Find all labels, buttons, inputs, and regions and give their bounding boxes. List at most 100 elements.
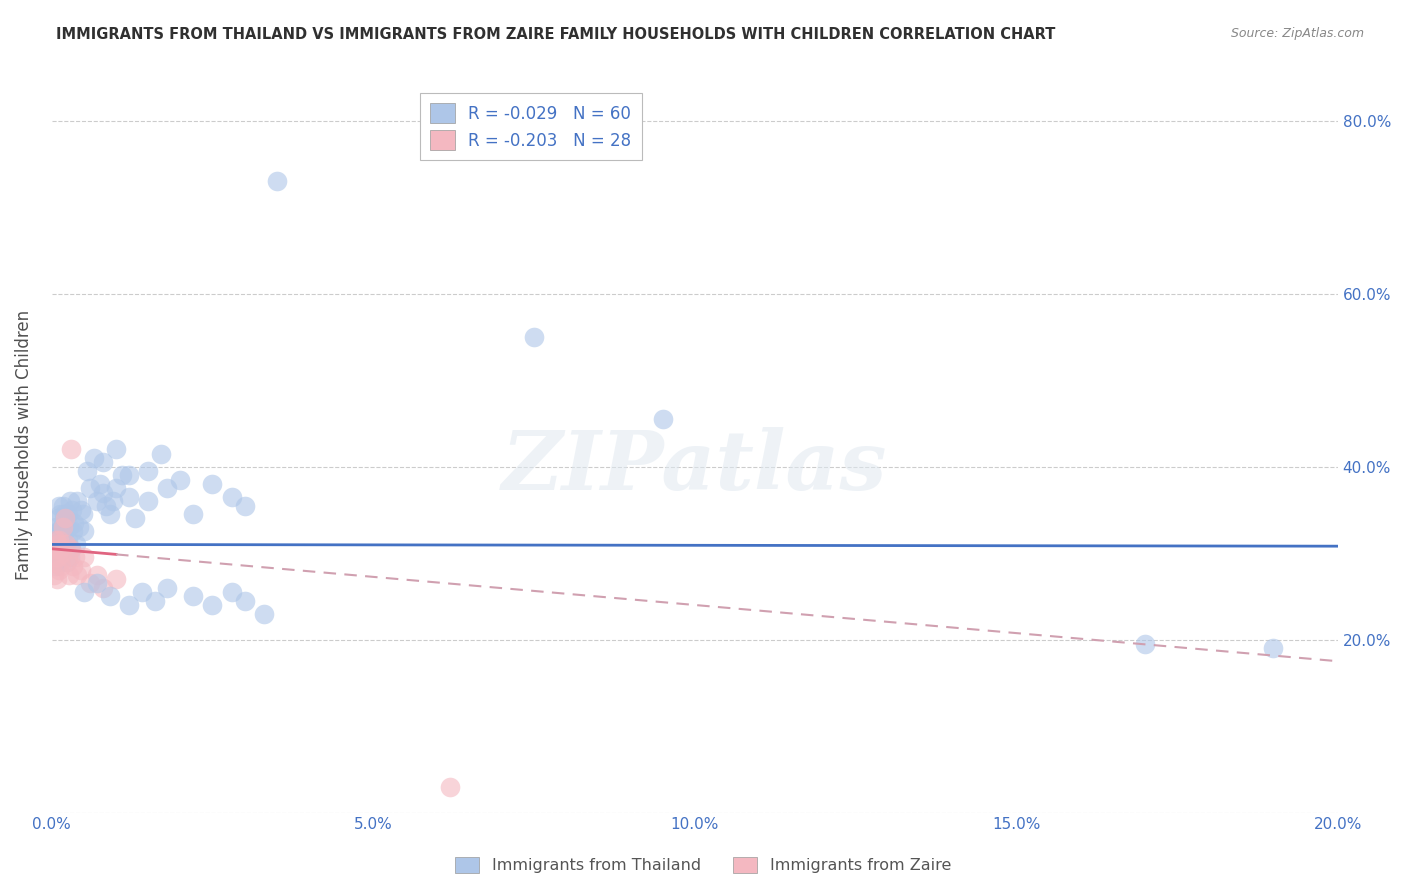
Point bbox=[62, 524, 84, 539]
Point bbox=[65, 537, 87, 551]
Point bbox=[51, 520, 73, 534]
Point bbox=[1133, 637, 1156, 651]
Point bbox=[46, 511, 69, 525]
Point bbox=[101, 494, 124, 508]
Point bbox=[96, 499, 118, 513]
Legend: R = -0.029   N = 60, R = -0.203   N = 28: R = -0.029 N = 60, R = -0.203 N = 28 bbox=[420, 93, 641, 161]
Text: ZIPatlas: ZIPatlas bbox=[502, 427, 887, 507]
Point bbox=[105, 481, 128, 495]
Point bbox=[46, 537, 69, 551]
Point bbox=[44, 541, 66, 556]
Point bbox=[46, 524, 69, 539]
Point bbox=[181, 507, 204, 521]
Point bbox=[51, 550, 73, 565]
Point bbox=[53, 524, 76, 539]
Point bbox=[59, 550, 82, 565]
Point bbox=[221, 585, 243, 599]
Point bbox=[48, 563, 70, 577]
Point bbox=[58, 520, 80, 534]
Point bbox=[143, 593, 166, 607]
Point bbox=[651, 412, 673, 426]
Point bbox=[221, 490, 243, 504]
Point bbox=[58, 567, 80, 582]
Point bbox=[118, 468, 141, 483]
Point bbox=[86, 494, 108, 508]
Point bbox=[169, 473, 191, 487]
Point bbox=[62, 559, 84, 574]
Point bbox=[66, 494, 89, 508]
Point bbox=[48, 537, 70, 551]
Point bbox=[136, 464, 159, 478]
Point bbox=[45, 537, 67, 551]
Point bbox=[56, 507, 79, 521]
Point bbox=[48, 533, 70, 548]
Point bbox=[44, 567, 66, 582]
Point bbox=[83, 450, 105, 465]
Point bbox=[253, 607, 276, 621]
Point bbox=[67, 520, 90, 534]
Point bbox=[49, 524, 72, 539]
Point bbox=[105, 572, 128, 586]
Point bbox=[45, 533, 67, 548]
Point bbox=[124, 511, 146, 525]
Point bbox=[53, 511, 76, 525]
Point bbox=[52, 520, 75, 534]
Point bbox=[48, 555, 70, 569]
Point bbox=[45, 572, 67, 586]
Point bbox=[60, 541, 83, 556]
Point bbox=[46, 541, 69, 556]
Point bbox=[181, 590, 204, 604]
Point bbox=[69, 563, 91, 577]
Point bbox=[55, 537, 77, 551]
Y-axis label: Family Households with Children: Family Households with Children bbox=[15, 310, 32, 580]
Point bbox=[60, 442, 83, 457]
Point bbox=[150, 447, 173, 461]
Point bbox=[45, 520, 67, 534]
Point bbox=[98, 590, 121, 604]
Point bbox=[51, 546, 73, 560]
Point bbox=[86, 576, 108, 591]
Point bbox=[55, 520, 77, 534]
Point bbox=[72, 507, 94, 521]
Point bbox=[439, 780, 461, 794]
Point bbox=[1263, 641, 1285, 656]
Point bbox=[91, 455, 114, 469]
Point bbox=[91, 581, 114, 595]
Point bbox=[91, 485, 114, 500]
Point bbox=[233, 593, 256, 607]
Point bbox=[45, 533, 67, 548]
Point bbox=[44, 529, 66, 543]
Point bbox=[56, 550, 79, 565]
Point bbox=[52, 507, 75, 521]
Point bbox=[73, 524, 96, 539]
Point bbox=[59, 494, 82, 508]
Point bbox=[266, 174, 288, 188]
Point bbox=[98, 507, 121, 521]
Point bbox=[52, 499, 75, 513]
Point bbox=[136, 494, 159, 508]
Text: Source: ZipAtlas.com: Source: ZipAtlas.com bbox=[1230, 27, 1364, 40]
Point bbox=[60, 541, 83, 556]
Point bbox=[233, 499, 256, 513]
Point bbox=[63, 516, 86, 530]
Legend: Immigrants from Thailand, Immigrants from Zaire: Immigrants from Thailand, Immigrants fro… bbox=[449, 850, 957, 880]
Point bbox=[53, 511, 76, 525]
Point bbox=[156, 481, 179, 495]
Point bbox=[105, 442, 128, 457]
Point bbox=[201, 598, 224, 612]
Point bbox=[69, 503, 91, 517]
Point bbox=[51, 559, 73, 574]
Point bbox=[118, 598, 141, 612]
Point bbox=[89, 476, 111, 491]
Point bbox=[156, 581, 179, 595]
Point bbox=[63, 550, 86, 565]
Point bbox=[45, 559, 67, 574]
Point bbox=[42, 537, 65, 551]
Point bbox=[73, 550, 96, 565]
Point bbox=[51, 533, 73, 548]
Point bbox=[44, 550, 66, 565]
Point bbox=[118, 490, 141, 504]
Point bbox=[79, 481, 101, 495]
Point bbox=[46, 550, 69, 565]
Point bbox=[49, 541, 72, 556]
